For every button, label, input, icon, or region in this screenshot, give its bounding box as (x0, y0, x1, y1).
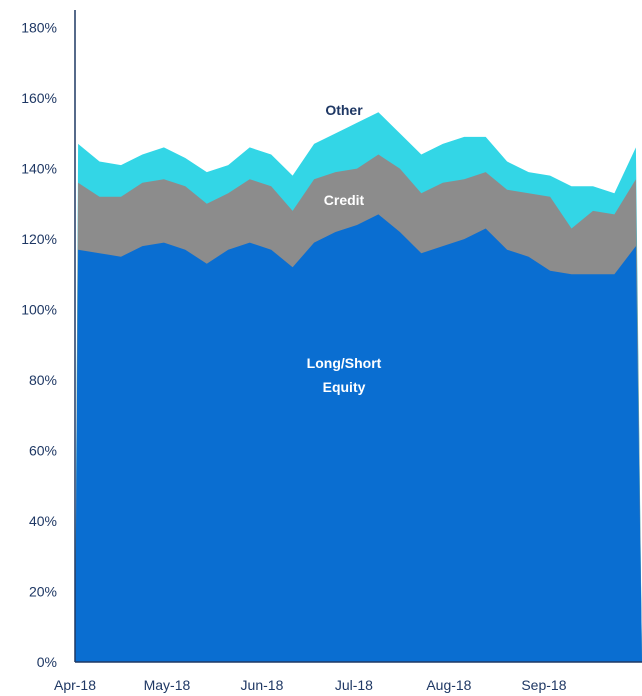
y-tick-160: 160% (21, 90, 57, 106)
annotation-other: Other (325, 102, 363, 118)
y-tick-80: 80% (29, 372, 57, 388)
y-tick-40: 40% (29, 513, 57, 529)
x-tick-sep: Sep-18 (521, 677, 566, 693)
x-tick-may: May-18 (144, 677, 191, 693)
x-tick-jul: Jul-18 (335, 677, 373, 693)
y-tick-180: 180% (21, 20, 57, 36)
y-tick-140: 140% (21, 161, 57, 177)
x-tick-aug: Aug-18 (426, 677, 471, 693)
annotation-credit: Credit (324, 192, 365, 208)
area-layer (75, 112, 642, 662)
annotation-long-short: Long/Short (307, 355, 382, 371)
y-tick-120: 120% (21, 231, 57, 247)
annotation-equity: Equity (323, 379, 366, 395)
x-tick-jun: Jun-18 (241, 677, 284, 693)
series-annotations: Other Credit Long/Short Equity (307, 102, 382, 395)
y-tick-0: 0% (37, 654, 57, 670)
y-tick-60: 60% (29, 443, 57, 459)
x-tick-apr: Apr-18 (54, 677, 96, 693)
area-long-short-equity (75, 214, 642, 662)
y-tick-100: 100% (21, 302, 57, 318)
y-tick-labels: 0% 20% 40% 60% 80% 100% 120% 140% 160% 1… (21, 20, 57, 670)
x-tick-labels: Apr-18 May-18 Jun-18 Jul-18 Aug-18 Sep-1… (54, 677, 567, 693)
y-tick-20: 20% (29, 584, 57, 600)
